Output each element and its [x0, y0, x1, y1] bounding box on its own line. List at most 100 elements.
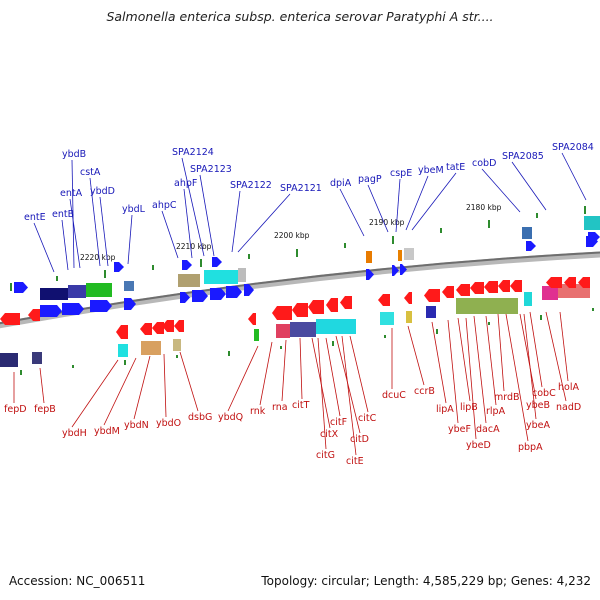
forward-gene-arrow[interactable] [366, 269, 374, 280]
leader-line [199, 174, 215, 257]
top-gene-label: ybdD [90, 186, 115, 197]
bottom-gene-label: ybdN [124, 420, 149, 431]
reverse-gene-arrow[interactable] [564, 277, 576, 288]
leader-line [325, 337, 341, 417]
genome-summary: Topology: circular; Length: 4,585,229 bp… [261, 574, 591, 588]
leader-line [89, 177, 101, 267]
scale-tick [124, 360, 126, 365]
reverse-gene-arrow[interactable] [456, 284, 470, 296]
leader-line [181, 157, 205, 257]
forward-gene-arrow[interactable] [192, 290, 208, 302]
forward-gene-arrow[interactable] [588, 232, 600, 242]
top-gene-label: entE [24, 212, 46, 223]
leader-line [33, 222, 55, 273]
bottom-gene-label: ybeB [526, 400, 550, 411]
leader-line [231, 190, 241, 253]
top-gene-label: dpiA [330, 178, 352, 189]
reverse-gene-arrow[interactable] [578, 277, 590, 288]
top-gene-label: cspE [390, 168, 412, 179]
leader-line [341, 335, 357, 456]
leader-line [61, 219, 69, 271]
forward-gene-arrow[interactable] [14, 282, 28, 293]
bottom-strand-blocks [0, 284, 590, 367]
top-gene-label: ahpC [152, 200, 177, 211]
reverse-gene-arrow[interactable] [116, 325, 128, 339]
top-gene-label: SPA2085 [502, 151, 544, 162]
reverse-gene-arrow[interactable] [162, 320, 174, 332]
reverse-gene-arrow[interactable] [28, 309, 40, 321]
leader-line [163, 353, 167, 418]
bottom-gene-label: citX [320, 429, 339, 440]
reverse-gene-arrow[interactable] [248, 313, 256, 325]
top-gene-label: pagP [358, 174, 382, 185]
bottom-gene-label: dacA [476, 424, 500, 435]
leader-line [133, 355, 151, 420]
reverse-gene-arrow[interactable] [470, 282, 484, 294]
reverse-gene-arrow[interactable] [326, 298, 338, 312]
top-gene-label: SPA2121 [280, 183, 322, 194]
reverse-gene-arrow[interactable] [442, 286, 454, 298]
scale-tick [248, 254, 250, 259]
scale-tick [332, 341, 334, 346]
forward-gene-arrow[interactable] [62, 303, 84, 315]
leader-line [317, 337, 327, 450]
forward-gene-arrow[interactable] [40, 305, 62, 317]
reverse-gene-arrow[interactable] [484, 281, 498, 293]
bottom-gene-label: ybdH [62, 428, 87, 439]
reverse-gene-arrow[interactable] [272, 306, 292, 320]
top-gene-label: ybdB [62, 149, 86, 160]
leader-line [39, 367, 45, 404]
top-gene-label: cstA [80, 167, 101, 178]
reverse-gene-arrow[interactable] [292, 303, 308, 317]
forward-gene-arrow[interactable] [244, 284, 254, 296]
forward-gene-arrow[interactable] [210, 288, 226, 300]
leader-line [281, 339, 287, 402]
forward-gene-arrow[interactable] [392, 265, 399, 276]
reverse-gene-arrow[interactable] [546, 277, 562, 288]
bottom-gene-label: ybdM [94, 426, 120, 437]
reverse-gene-arrow[interactable] [424, 289, 440, 302]
forward-gene-arrow[interactable] [182, 260, 192, 270]
bottom-gene-label: citF [330, 417, 347, 428]
reverse-gene-arrow[interactable] [152, 322, 164, 334]
scale-tick [488, 322, 490, 325]
scale-tick [56, 276, 58, 281]
forward-gene-arrow[interactable] [114, 262, 124, 272]
reverse-gene-arrow[interactable] [340, 296, 352, 309]
reverse-gene-arrow[interactable] [378, 294, 390, 306]
scale-tick [152, 265, 154, 270]
reverse-gene-arrow[interactable] [498, 280, 510, 292]
leader-line [481, 168, 521, 213]
forward-gene-arrow[interactable] [526, 241, 536, 251]
scale-label: 2210 kbp [176, 242, 212, 251]
accession-text: Accession: NC_006511 [9, 574, 146, 588]
forward-gene-arrow[interactable] [180, 292, 190, 303]
forward-gene-arrow[interactable] [212, 257, 222, 267]
scale-ticks [10, 206, 594, 375]
leader-line [431, 321, 447, 404]
reverse-gene-arrow[interactable] [174, 320, 184, 332]
scale-tick [228, 351, 230, 356]
bottom-gene-label: citC [358, 413, 377, 424]
bottom-gene-label: fepB [34, 404, 56, 415]
scale-tick [72, 365, 74, 368]
reverse-gene-arrow[interactable] [140, 323, 152, 335]
reverse-gene-arrow[interactable] [510, 280, 522, 292]
reverse-gene-arrow[interactable] [0, 313, 20, 325]
forward-gene-arrow[interactable] [226, 286, 242, 298]
scale-label: 2220 kbp [80, 253, 116, 262]
reverse-gene-arrow[interactable] [308, 300, 324, 314]
forward-gene-arrow[interactable] [400, 264, 407, 275]
forward-gene-arrow[interactable] [124, 298, 136, 310]
leader-line [405, 175, 429, 231]
leader-line [519, 313, 537, 400]
leader-line [523, 313, 537, 420]
reverse-gene-arrow[interactable] [404, 292, 412, 304]
forward-gene-arrow[interactable] [90, 300, 112, 312]
top-gene-label: entA [60, 188, 83, 199]
bottom-gene-label: citE [346, 456, 364, 467]
bottom-gene-label: citD [350, 434, 369, 445]
top-gene-label: SPA2124 [172, 147, 214, 158]
scale-labels: 2220 kbp 2210 kbp 2200 kbp 2190 kbp 2180… [80, 203, 502, 262]
